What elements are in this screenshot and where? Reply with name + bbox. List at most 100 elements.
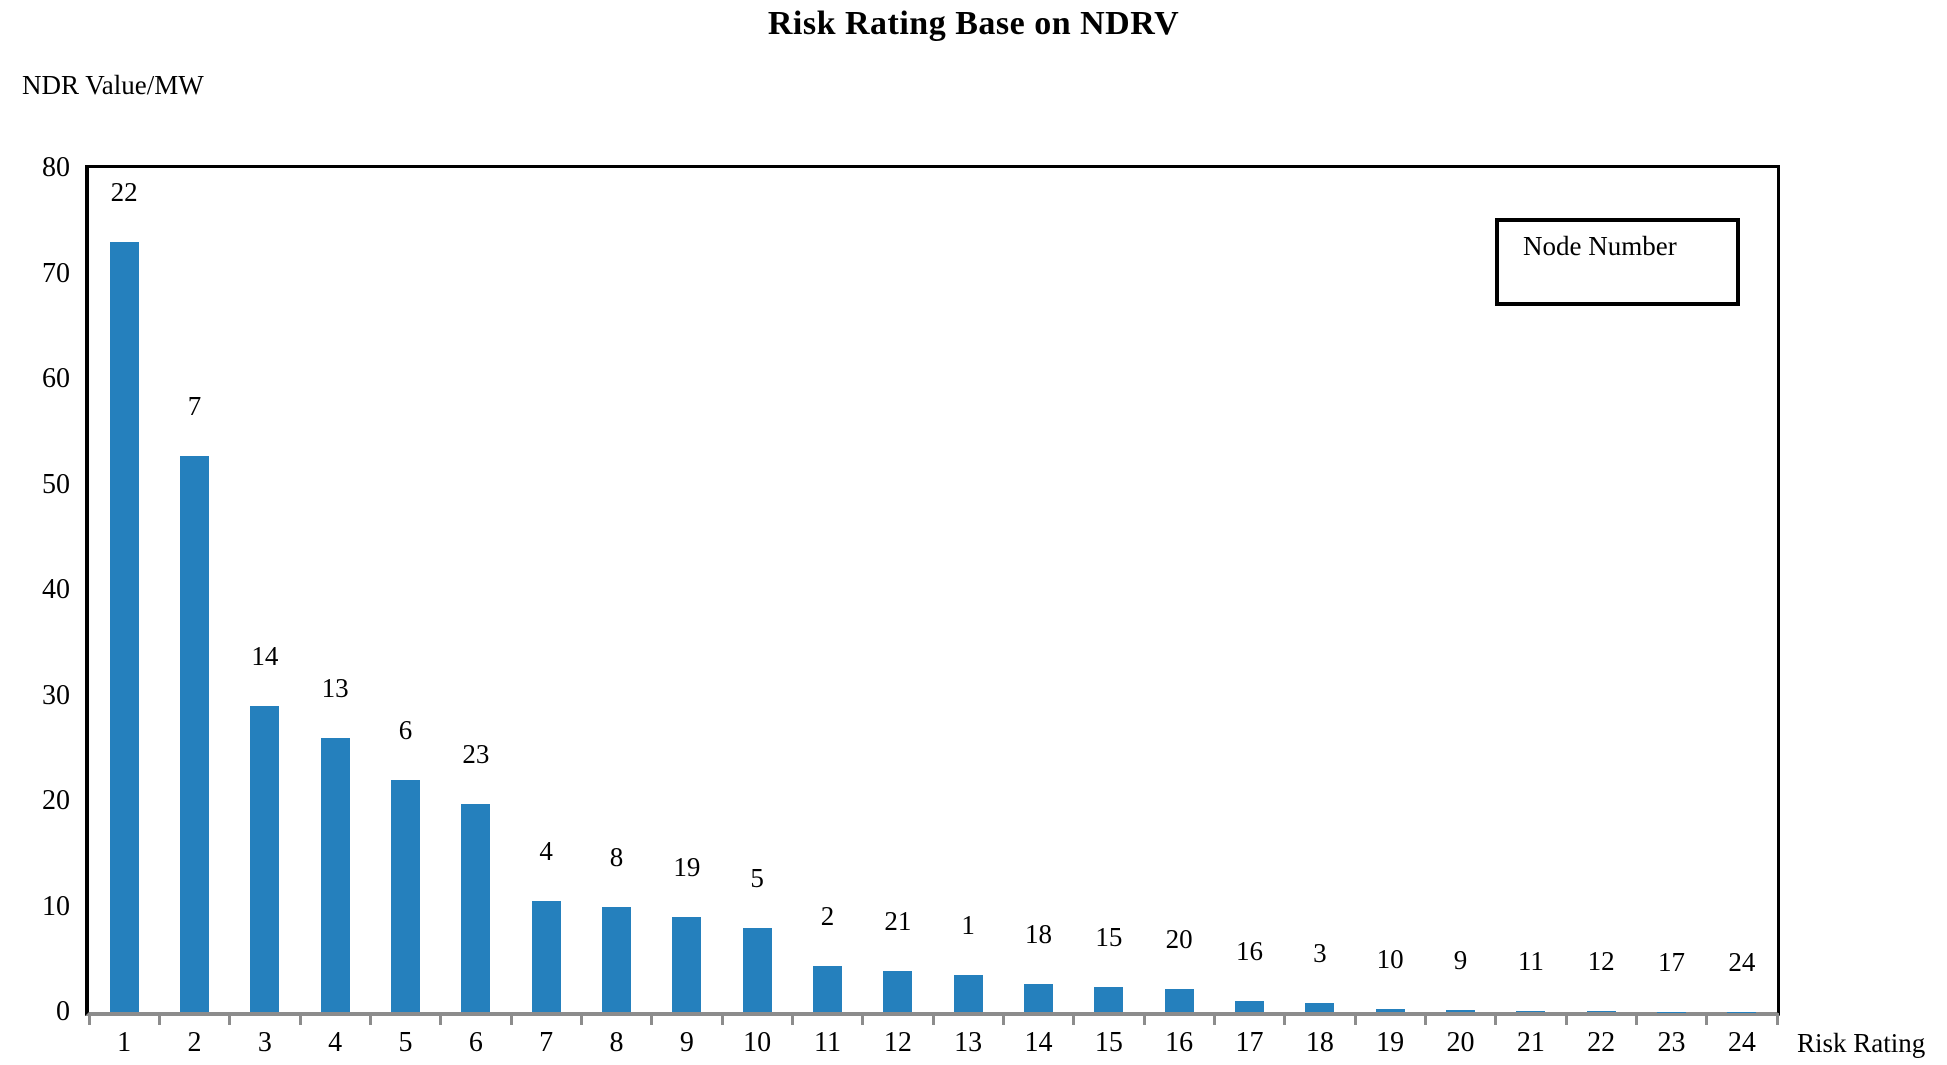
- x-axis-title: Risk Rating: [1797, 1028, 1926, 1058]
- bar-node-number-label: 17: [1658, 946, 1685, 977]
- bar-node-number-label: 21: [884, 905, 912, 936]
- bar-node-number-label: 10: [1376, 944, 1404, 975]
- x-tick-mark: [1705, 1013, 1709, 1025]
- bar-node-number-label: 4: [539, 836, 553, 867]
- x-tick-mark: [298, 1013, 302, 1025]
- bar: [1375, 1009, 1405, 1012]
- bar-node-number-label: 8: [609, 841, 624, 872]
- bar-node-number-label: 11: [1517, 946, 1544, 977]
- bar: [1516, 1011, 1546, 1012]
- x-tick-label: 24: [1727, 1027, 1756, 1058]
- bar: [391, 779, 420, 1012]
- bar: [1024, 983, 1053, 1012]
- x-tick-mark: [579, 1013, 583, 1025]
- x-tick-mark: [1072, 1013, 1076, 1025]
- x-tick-mark: [720, 1013, 724, 1025]
- bar: [1586, 1011, 1616, 1012]
- y-tick-label: 10: [42, 890, 70, 922]
- bar: [953, 975, 983, 1012]
- bar-node-number-label: 16: [1236, 936, 1263, 967]
- y-tick-label: 50: [42, 468, 70, 500]
- x-tick-label: 2: [187, 1027, 202, 1058]
- y-tick-label: 60: [42, 363, 70, 394]
- x-tick-label: 1: [117, 1027, 132, 1058]
- bar: [742, 927, 772, 1012]
- x-tick-mark: [790, 1013, 794, 1025]
- x-tick-mark: [1775, 1013, 1779, 1025]
- x-tick-label: 14: [1024, 1027, 1053, 1058]
- x-tick-label: 9: [679, 1027, 694, 1058]
- bar-node-number-label: 1: [961, 910, 975, 941]
- x-tick-mark: [368, 1013, 372, 1025]
- bar-node-number-label: 14: [251, 641, 279, 672]
- y-tick-label: 0: [56, 996, 70, 1027]
- x-tick-mark: [861, 1013, 865, 1025]
- plot-area: 22 7 14 13 6 23 4 8 19 5 2 21 1 18 15 20 16 3 10 9 11 12 17 24: [85, 165, 1780, 1016]
- x-tick-label: 5: [398, 1027, 413, 1058]
- bar-node-number-label: 3: [1313, 937, 1327, 968]
- x-tick-label: 10: [743, 1027, 772, 1058]
- bar-node-number-label: 12: [1587, 946, 1615, 977]
- bar-node-number-label: 7: [187, 391, 202, 422]
- x-tick-label: 13: [954, 1027, 983, 1058]
- bar-node-number-label: 20: [1165, 923, 1193, 954]
- x-tick-mark: [931, 1013, 935, 1025]
- bar: [180, 456, 209, 1012]
- x-tick-mark: [1423, 1013, 1427, 1025]
- bar: [109, 241, 139, 1012]
- x-tick-mark: [509, 1013, 513, 1025]
- bar-node-number-label: 5: [750, 862, 764, 893]
- x-tick-label: 21: [1516, 1027, 1545, 1058]
- x-tick-mark: [1353, 1013, 1357, 1025]
- x-tick-label: 17: [1235, 1027, 1264, 1058]
- x-tick-mark: [650, 1013, 654, 1025]
- bar-node-number-label: 9: [1453, 944, 1468, 975]
- x-tick-mark: [1564, 1013, 1568, 1025]
- bar-node-number-label: 2: [820, 900, 835, 931]
- x-tick-label: 12: [883, 1027, 912, 1058]
- bar: [602, 906, 631, 1012]
- bar-node-number-label: 15: [1095, 921, 1123, 952]
- x-tick-mark: [1142, 1013, 1146, 1025]
- x-tick-label: 18: [1305, 1027, 1334, 1058]
- y-tick-label: 80: [42, 152, 70, 183]
- bar-node-number-label: 22: [110, 176, 138, 207]
- x-tick-label: 3: [257, 1027, 272, 1058]
- bar: [1164, 988, 1194, 1012]
- x-tick-label: 15: [1094, 1027, 1123, 1058]
- chart-title: Risk Rating Base on NDRV: [767, 5, 1180, 42]
- x-tick-label: 22: [1587, 1027, 1616, 1058]
- x-tick-mark: [439, 1013, 443, 1025]
- bar: [250, 706, 280, 1012]
- y-tick-label: 70: [42, 257, 70, 289]
- bar: [883, 970, 913, 1012]
- x-tick-mark: [1494, 1013, 1498, 1025]
- x-tick-label: 20: [1446, 1027, 1475, 1058]
- bar: [320, 737, 350, 1012]
- x-tick-mark: [1212, 1013, 1216, 1025]
- x-tick-label: 11: [814, 1027, 841, 1058]
- x-tick-label: 23: [1657, 1027, 1686, 1058]
- bar: [1305, 1002, 1335, 1012]
- bar: [531, 901, 561, 1012]
- x-tick-label: 8: [609, 1027, 624, 1058]
- bar: [672, 917, 702, 1012]
- x-tick-mark: [228, 1013, 232, 1025]
- x-tick-mark: [1634, 1013, 1638, 1025]
- bar: [813, 965, 842, 1012]
- bar-node-number-label: 13: [321, 672, 349, 703]
- legend-label: Node Number: [1523, 231, 1677, 261]
- x-tick-mark: [87, 1013, 91, 1025]
- y-tick-label: 30: [42, 679, 70, 711]
- x-tick-label: 19: [1376, 1027, 1405, 1058]
- bar: [1235, 1001, 1264, 1012]
- bar: [1094, 986, 1124, 1012]
- bar-node-number-label: 18: [1025, 918, 1052, 949]
- x-tick-mark: [157, 1013, 161, 1025]
- bar-node-number-label: 6: [398, 714, 413, 745]
- x-tick-label: 4: [328, 1027, 343, 1058]
- bar: [461, 804, 491, 1012]
- bar: [1446, 1009, 1475, 1012]
- x-tick-mark: [1283, 1013, 1287, 1025]
